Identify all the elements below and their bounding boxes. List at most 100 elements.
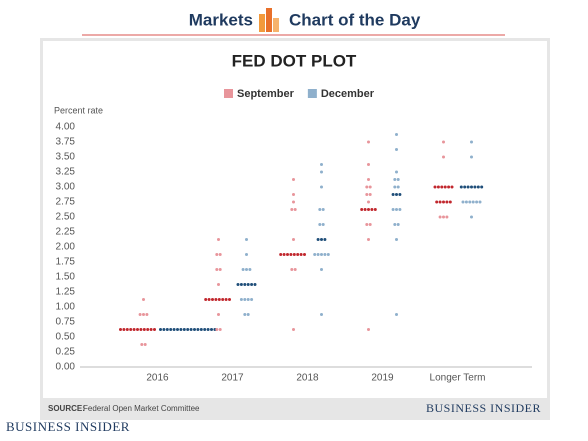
dot [316, 238, 320, 241]
brand: Business Insider [426, 401, 541, 415]
dot [323, 253, 327, 256]
dot [473, 185, 477, 189]
dot [172, 328, 176, 331]
dot [224, 298, 228, 301]
dot [246, 298, 250, 301]
header-left: Markets [189, 10, 253, 29]
dot [461, 200, 465, 204]
y-tick-label: 0.00 [56, 362, 76, 373]
y-tick-label: 1.50 [56, 272, 76, 283]
dot [253, 283, 257, 286]
y-tick-label: 1.75 [56, 257, 76, 268]
dot [464, 200, 468, 204]
dot [246, 313, 250, 316]
dot [292, 328, 295, 331]
dot [365, 185, 369, 189]
dot [218, 268, 222, 271]
dot [323, 238, 327, 241]
dot [471, 200, 475, 204]
dot [396, 223, 400, 226]
dot [459, 185, 463, 189]
dot [367, 200, 370, 204]
dot [367, 328, 370, 331]
x-tick-label: Longer Term [430, 373, 486, 384]
dot [169, 328, 173, 331]
dot [236, 283, 240, 286]
dot [466, 185, 470, 189]
dot [395, 313, 398, 316]
dot [320, 185, 323, 189]
dot [250, 298, 254, 301]
dot [143, 343, 147, 346]
x-tick-label: 2018 [296, 373, 319, 384]
x-tick-label: 2019 [371, 373, 394, 384]
dot [440, 185, 444, 189]
dot [396, 178, 400, 181]
dot [367, 208, 370, 211]
dot [398, 208, 402, 211]
dot [395, 193, 398, 196]
dot [142, 313, 145, 316]
dot [480, 185, 484, 189]
dot [218, 253, 222, 256]
dot [368, 223, 372, 226]
dot [243, 283, 247, 286]
dot [176, 328, 179, 331]
dot [290, 268, 294, 271]
dot [470, 215, 473, 219]
dot [450, 185, 454, 189]
dot [442, 140, 445, 144]
dot [438, 215, 442, 219]
dot [393, 178, 397, 181]
y-tick-label: 2.25 [56, 227, 76, 238]
dot [293, 208, 297, 211]
dot [395, 133, 398, 136]
dot [395, 238, 398, 241]
dot [196, 328, 200, 331]
dot [292, 253, 296, 256]
legend-swatch [307, 89, 317, 98]
dot [447, 185, 451, 189]
y-tick-label: 4.00 [56, 122, 76, 133]
header-right: Chart of the Day [289, 10, 421, 29]
dot [463, 185, 467, 189]
dot [442, 155, 445, 159]
dot [246, 283, 250, 286]
dot [320, 170, 323, 174]
dot [282, 253, 286, 256]
dot [320, 163, 323, 166]
dot [221, 298, 225, 301]
dot [243, 298, 247, 301]
dot [370, 208, 374, 211]
dot [241, 268, 245, 271]
dot [245, 268, 248, 271]
dot [204, 298, 208, 301]
dot [145, 313, 149, 316]
dot [292, 193, 295, 196]
dot [320, 313, 323, 316]
dot [215, 268, 219, 271]
dot [436, 185, 440, 189]
y-tick-label: 0.75 [56, 317, 76, 328]
y-tick-label: 3.75 [56, 137, 76, 148]
dot [468, 200, 472, 204]
dot [119, 328, 122, 331]
dot [142, 328, 146, 331]
x-tick-label: 2016 [146, 373, 169, 384]
dot [289, 253, 293, 256]
y-tick-label: 1.00 [56, 302, 76, 313]
dot [292, 178, 295, 181]
dot [149, 328, 153, 331]
dot [239, 283, 243, 286]
dot [445, 200, 449, 204]
dot [318, 208, 322, 211]
dot [243, 313, 247, 316]
dot [395, 170, 398, 174]
dot [215, 328, 219, 331]
header-icon [259, 8, 279, 32]
source-label: SOURCE: [48, 404, 85, 413]
dot [292, 238, 295, 241]
dot [393, 185, 397, 189]
dot [363, 208, 367, 211]
